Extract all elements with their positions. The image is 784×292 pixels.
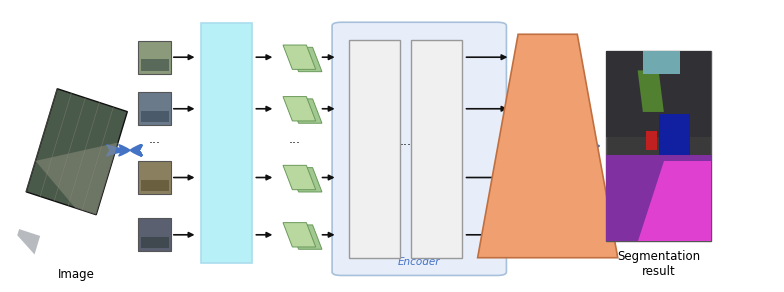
FancyBboxPatch shape: [349, 40, 400, 258]
FancyBboxPatch shape: [646, 131, 656, 150]
Polygon shape: [289, 99, 322, 123]
FancyBboxPatch shape: [138, 218, 171, 251]
Polygon shape: [35, 142, 118, 215]
FancyBboxPatch shape: [606, 51, 711, 137]
FancyBboxPatch shape: [138, 161, 171, 194]
Text: ···: ···: [400, 140, 412, 152]
Text: Segmentation
result: Segmentation result: [617, 250, 700, 278]
Polygon shape: [637, 161, 711, 241]
Text: ···: ···: [289, 137, 301, 150]
Polygon shape: [643, 51, 680, 74]
FancyBboxPatch shape: [412, 40, 462, 258]
FancyBboxPatch shape: [332, 22, 506, 275]
Polygon shape: [289, 225, 322, 249]
Polygon shape: [606, 155, 711, 241]
Polygon shape: [289, 47, 322, 72]
Polygon shape: [26, 89, 127, 215]
FancyBboxPatch shape: [140, 111, 169, 122]
Polygon shape: [283, 223, 316, 247]
FancyBboxPatch shape: [201, 23, 252, 263]
FancyBboxPatch shape: [140, 180, 169, 191]
Text: ···: ···: [149, 137, 161, 150]
Polygon shape: [283, 45, 316, 69]
FancyBboxPatch shape: [138, 41, 171, 74]
Text: Encoder: Encoder: [398, 257, 441, 267]
Text: Image: Image: [58, 268, 95, 281]
Polygon shape: [289, 168, 322, 192]
Polygon shape: [283, 165, 316, 190]
Text: Transformer
Layer: Transformer Layer: [427, 122, 446, 176]
FancyBboxPatch shape: [659, 114, 690, 155]
Text: Decoder: Decoder: [543, 124, 553, 168]
Polygon shape: [283, 97, 316, 121]
Text: Linear
 Projection: Linear Projection: [216, 117, 238, 169]
Polygon shape: [637, 70, 664, 112]
Text: Transformer
Layer: Transformer Layer: [365, 122, 384, 176]
Polygon shape: [17, 229, 40, 255]
FancyBboxPatch shape: [140, 59, 169, 71]
FancyBboxPatch shape: [138, 92, 171, 125]
Polygon shape: [477, 34, 618, 258]
FancyBboxPatch shape: [606, 51, 711, 241]
FancyBboxPatch shape: [140, 237, 169, 248]
